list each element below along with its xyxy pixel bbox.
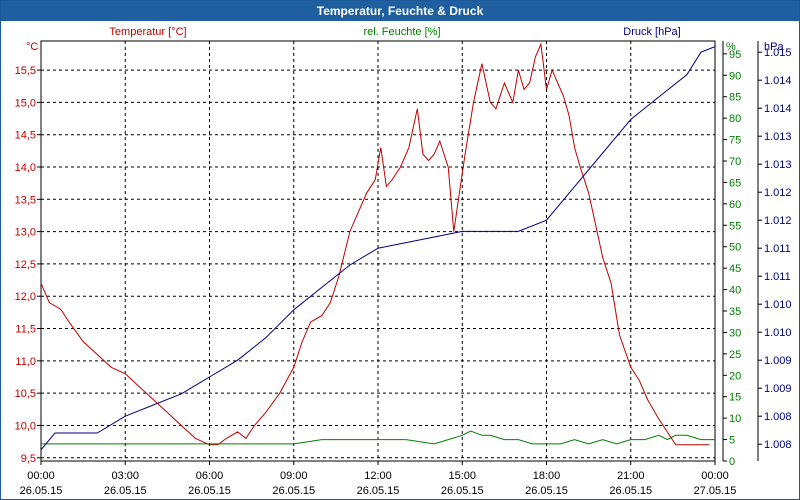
pressure-tick-label: 1.014 [764, 75, 792, 87]
humidity-tick-label: 55 [729, 220, 741, 232]
x-tick-date: 26.05.15 [104, 485, 147, 497]
pressure-tick-label: 1.013 [764, 159, 792, 171]
humidity-tick-label: 30 [729, 327, 741, 339]
series-line-druck [40, 46, 716, 451]
temp-tick-label: 10,5 [15, 388, 36, 400]
temp-tick-label: 12,0 [15, 291, 36, 303]
chart-title: Temperatur, Feuchte & Druck [1, 1, 799, 21]
pressure-tick-label: 1.010 [764, 299, 792, 311]
x-tick-date: 26.05.15 [188, 485, 231, 497]
pressure-unit-label: hPa [764, 41, 784, 53]
temp-tick-label: 14,5 [15, 130, 36, 142]
pressure-axis-label: Druck [hPa] [623, 26, 680, 38]
pressure-tick-label: 1.012 [764, 187, 792, 199]
humidity-tick-label: 5 [729, 435, 735, 447]
temp-tick-label: 10,0 [15, 420, 36, 432]
x-tick-time: 21:00 [617, 470, 645, 482]
humidity-tick-label: 85 [729, 92, 741, 104]
pressure-tick-label: 1.010 [764, 327, 792, 339]
humidity-tick-label: 20 [729, 370, 741, 382]
humidity-tick-label: 10 [729, 413, 741, 425]
x-tick-date: 26.05.15 [272, 485, 315, 497]
x-tick-time: 06:00 [196, 470, 224, 482]
pressure-tick-label: 1.008 [764, 439, 792, 451]
humidity-tick-label: 75 [729, 135, 741, 147]
x-tick-time: 00:00 [27, 470, 55, 482]
temp-tick-label: 13,0 [15, 227, 36, 239]
x-tick-date: 26.05.15 [357, 485, 400, 497]
humidity-tick-label: 65 [729, 177, 741, 189]
temperature-axis-label: Temperatur [°C] [109, 26, 186, 38]
pressure-tick-label: 1.014 [764, 103, 792, 115]
pressure-tick-label: 1.011 [764, 271, 791, 283]
pressure-tick-label: 1.013 [764, 131, 792, 143]
pressure-tick-label: 1.009 [764, 355, 792, 367]
humidity-tick-label: 25 [729, 349, 741, 361]
temp-tick-label: 11,5 [15, 324, 36, 336]
x-tick-date: 26.05.15 [525, 485, 568, 497]
x-tick-time: 18:00 [533, 470, 561, 482]
pressure-tick-label: 1.015 [764, 47, 792, 59]
pressure-tick-label: 1.011 [764, 243, 791, 255]
humidity-tick-label: 80 [729, 113, 741, 125]
humidity-axis-label: rel. Feuchte [%] [363, 26, 440, 38]
x-tick-time: 15:00 [448, 470, 476, 482]
humidity-tick-label: 45 [729, 263, 741, 275]
temp-tick-label: 13,5 [15, 194, 36, 206]
humidity-tick-label: 95 [729, 49, 741, 61]
temperature-unit-label: °C [26, 41, 38, 53]
series-layer [40, 42, 716, 451]
pressure-tick-label: 1.009 [764, 383, 792, 395]
x-tick-date: 26.05.15 [441, 485, 484, 497]
x-tick-time: 00:00 [701, 470, 729, 482]
x-tick-time: 09:00 [280, 470, 308, 482]
temp-tick-label: 12,5 [15, 259, 36, 271]
humidity-tick-label: 60 [729, 199, 741, 211]
humidity-unit-label: % [726, 41, 736, 53]
temp-tick-label: 15,0 [15, 97, 36, 109]
grid [40, 40, 716, 462]
humidity-tick-label: 90 [729, 70, 741, 82]
pressure-tick-label: 1.008 [764, 411, 792, 423]
x-tick-time: 12:00 [364, 470, 392, 482]
series-line-temperatur [40, 42, 710, 446]
x-tick-date: 26.05.15 [609, 485, 652, 497]
x-tick-time: 03:00 [111, 470, 139, 482]
x-tick-date: 26.05.15 [20, 485, 63, 497]
humidity-tick-label: 50 [729, 242, 741, 254]
humidity-tick-label: 35 [729, 306, 741, 318]
humidity-tick-label: 70 [729, 156, 741, 168]
temp-tick-label: 14,0 [15, 162, 36, 174]
humidity-tick-label: 15 [729, 392, 741, 404]
pressure-tick-label: 1.012 [764, 215, 792, 227]
humidity-tick-label: 40 [729, 285, 741, 297]
x-tick-date: 27.05.15 [694, 485, 737, 497]
series-line-rel-feuchte [41, 430, 715, 445]
temp-tick-label: 11,0 [15, 356, 36, 368]
temp-tick-label: 9,5 [21, 453, 36, 465]
axes: °C Temperatur [°C] rel. Feuchte [%] Druc… [15, 26, 792, 497]
humidity-tick-label: 0 [729, 456, 735, 468]
temp-tick-label: 15,5 [15, 65, 36, 77]
